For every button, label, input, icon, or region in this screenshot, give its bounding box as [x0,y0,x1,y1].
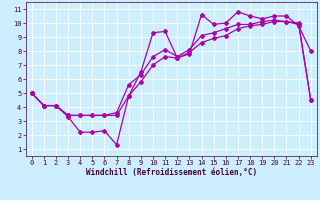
X-axis label: Windchill (Refroidissement éolien,°C): Windchill (Refroidissement éolien,°C) [86,168,257,177]
